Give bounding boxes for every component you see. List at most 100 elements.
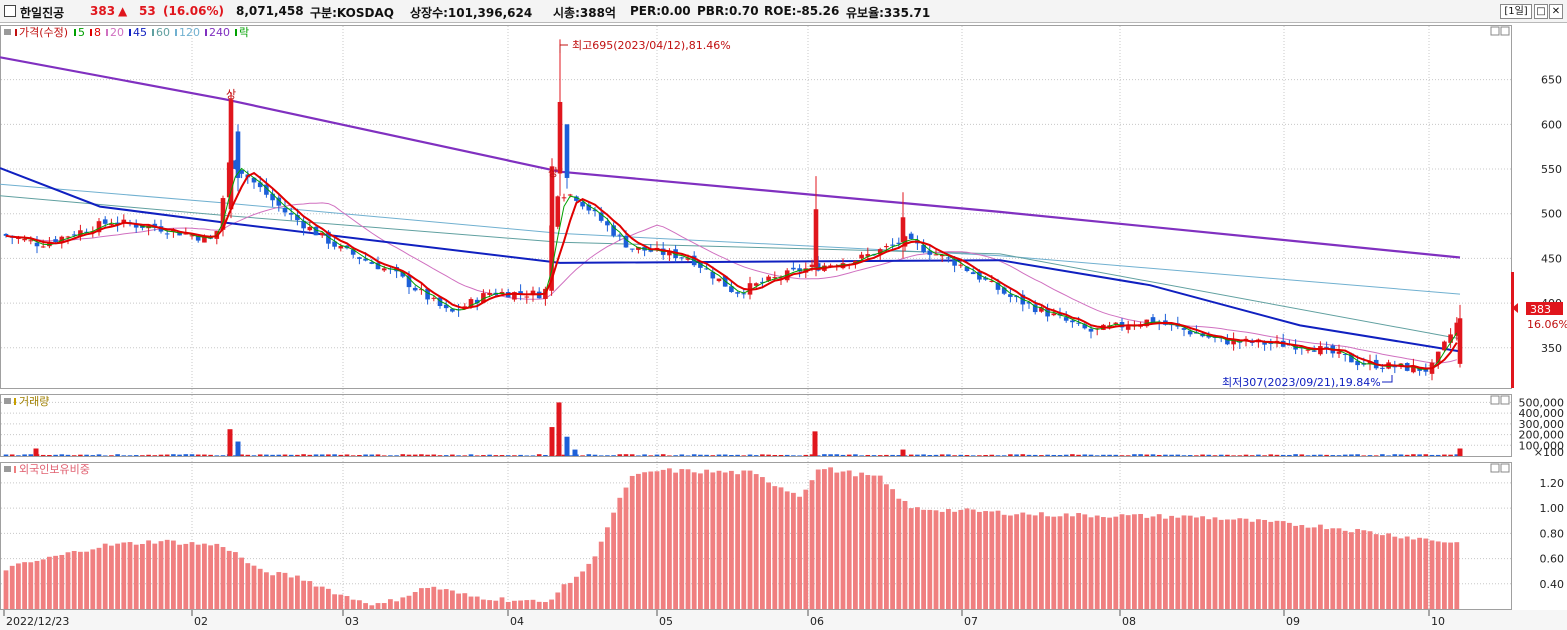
foreign-ratio-bar <box>772 486 778 609</box>
foreign-ratio-bar <box>1107 517 1112 609</box>
volume-bar <box>400 454 406 456</box>
volume-bar <box>660 454 666 456</box>
stock-chart[interactable]: 가격(수정) 5 8 20 45 60 120 240 락 최고695(2023/04/12),… <box>0 22 1567 630</box>
foreign-menu-icon[interactable] <box>4 466 11 472</box>
foreign-axis: 0.40 0.60 0.80 1.00 1.20 <box>1540 477 1565 591</box>
volume-bar <box>1039 455 1044 456</box>
volume-bar <box>1063 454 1069 456</box>
candle-body <box>970 272 976 275</box>
volume-bar <box>1194 455 1199 456</box>
volume-bar <box>1380 454 1385 456</box>
foreign-ratio-bar <box>1423 538 1429 609</box>
candle-body <box>611 225 616 236</box>
foreign-ratio-bar <box>791 492 796 609</box>
foreign-ratio-bar <box>1448 542 1453 609</box>
foreign-ratio-bar <box>363 603 368 609</box>
foreign-ratio-bar <box>1293 525 1298 609</box>
volume-bar <box>481 455 486 456</box>
candle-body <box>412 287 418 291</box>
minimize-volume-icon[interactable] <box>1490 395 1500 405</box>
foreign-ratio-bar <box>146 540 151 609</box>
volume-spike-bar <box>1457 448 1463 456</box>
volume-bar <box>115 454 120 456</box>
foreign-ratio-bar <box>1001 514 1007 609</box>
minimize-panel-icon[interactable] <box>1490 26 1500 36</box>
foreign-ratio-bar <box>1411 539 1416 609</box>
foreign-ratio-bar <box>431 586 437 609</box>
volume-tick-label: 500,000 <box>1519 396 1565 409</box>
candle-body <box>1063 317 1069 321</box>
foreign-ratio-bar <box>1330 528 1336 609</box>
panel-menu-icon[interactable] <box>4 29 11 35</box>
foreign-ratio-bar <box>896 498 902 609</box>
candle-body <box>443 304 449 309</box>
volume-bar <box>822 454 827 456</box>
volume-bar <box>239 454 244 456</box>
legend-ma-8-swatch <box>90 29 92 36</box>
candle-body <box>1268 342 1274 344</box>
volume-bar <box>1032 454 1038 456</box>
volume-bar <box>1088 454 1094 456</box>
price-tick-label: 450 <box>1541 252 1562 265</box>
foreign-ratio-bar <box>1386 533 1391 609</box>
close-panel-icon[interactable] <box>1500 26 1510 36</box>
volume-menu-icon[interactable] <box>4 398 11 404</box>
select-checkbox[interactable] <box>4 5 16 17</box>
foreign-ratio-bar <box>753 474 759 609</box>
foreign-ratio-bar <box>450 590 455 609</box>
date-tick-label: 10 <box>1431 615 1445 628</box>
volume-bar <box>1231 455 1236 456</box>
volume-bar <box>648 455 654 456</box>
foreign-ratio-bar <box>760 477 765 609</box>
foreign-ratio-bar <box>499 597 505 609</box>
volume-bar <box>766 454 771 456</box>
foreign-ratio-bar <box>1039 512 1044 609</box>
candle-body <box>481 293 486 303</box>
volume-bar <box>1342 454 1348 456</box>
volume-bar <box>908 454 914 456</box>
volume-tick-label: 300,000 <box>1519 418 1565 431</box>
volume-bar <box>1094 455 1100 456</box>
foreign-ratio-bar <box>59 554 65 609</box>
foreign-ratio-bar <box>871 475 877 609</box>
foreign-ratio-bar <box>65 552 71 609</box>
candle-body <box>623 235 629 248</box>
foreign-ratio-bar <box>536 601 542 609</box>
volume-bar <box>1256 454 1261 456</box>
volume-bar <box>208 454 213 456</box>
volume-bar <box>890 454 895 456</box>
close-foreign-icon[interactable] <box>1500 463 1510 473</box>
volume-bar <box>704 454 709 456</box>
legend-ma-5-swatch <box>74 29 76 36</box>
volume-bar <box>598 455 604 456</box>
foreign-ratio-bar <box>1417 537 1422 609</box>
foreign-ratio-bar <box>481 599 486 609</box>
foreign-ratio-bar <box>989 511 995 609</box>
volume-bar <box>1454 454 1460 456</box>
minimize-foreign-icon[interactable] <box>1490 463 1500 473</box>
candle-body <box>202 235 207 243</box>
foreign-ratio-bar <box>642 472 647 609</box>
foreign-ratio-bar <box>412 592 418 609</box>
panel-buttons[interactable] <box>1490 26 1510 473</box>
period-button[interactable]: [1일] <box>1500 4 1532 19</box>
volume-bar <box>543 454 548 456</box>
maximize-icon[interactable]: □ <box>1534 4 1548 19</box>
close-volume-icon[interactable] <box>1500 395 1510 405</box>
close-icon[interactable]: ✕ <box>1549 4 1563 19</box>
candle-body <box>65 236 71 238</box>
foreign-ratio-bar <box>1336 528 1342 609</box>
volume-bar <box>524 455 530 456</box>
volume-bar <box>716 454 722 456</box>
volume-bar <box>493 455 499 456</box>
candle-body <box>264 184 269 195</box>
volume-bar <box>1163 454 1168 456</box>
foreign-ratio-bar <box>1163 518 1168 609</box>
volume-bar <box>685 455 691 456</box>
foreign-ratio-bar <box>809 480 815 609</box>
limit-up-label-2: 상 <box>548 166 558 179</box>
foreign-ratio-bar <box>71 550 77 609</box>
volume-bar <box>1355 454 1360 456</box>
volume-bar <box>586 454 592 456</box>
foreign-ratio-bar <box>964 508 970 609</box>
